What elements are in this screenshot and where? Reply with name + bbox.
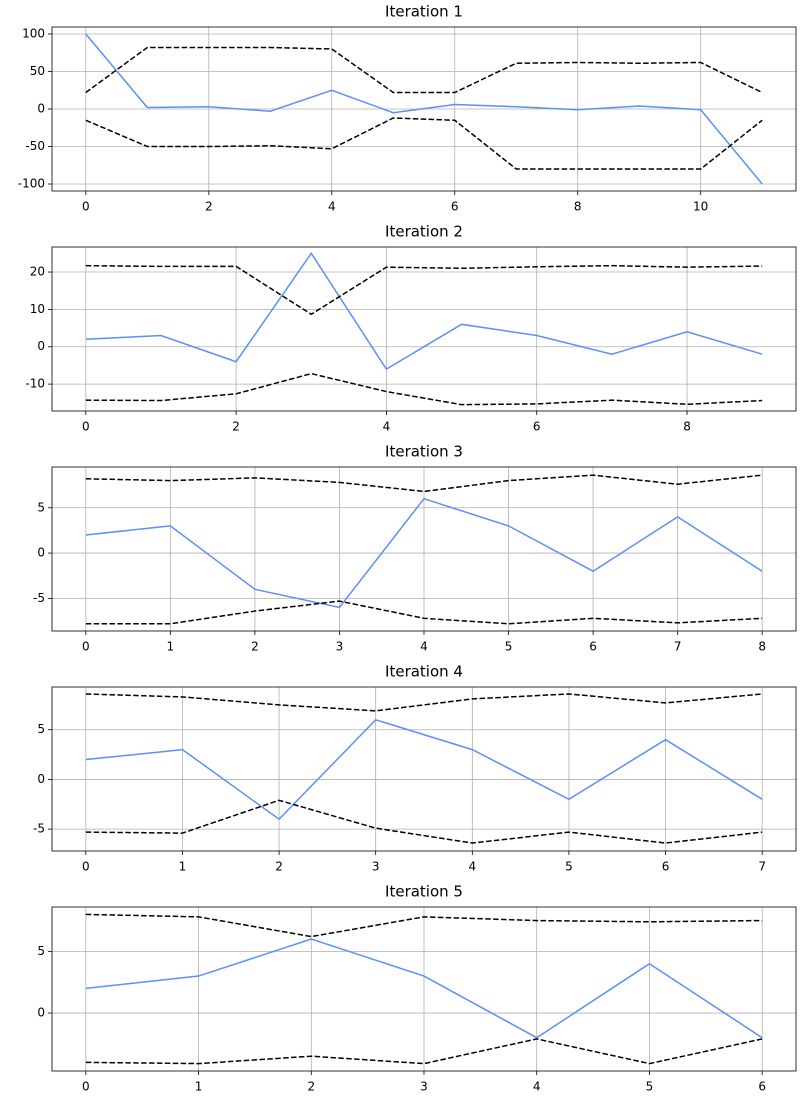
x-tick-label: 0 <box>82 860 90 874</box>
y-tick-label: 0 <box>37 339 45 353</box>
x-tick-label: 0 <box>82 640 90 654</box>
x-tick-label: 4 <box>383 420 391 434</box>
x-tick-label: 8 <box>758 640 766 654</box>
x-tick-label: 4 <box>328 200 336 214</box>
series-line <box>85 33 763 185</box>
series-line <box>85 1038 763 1065</box>
y-tick-label: -10 <box>25 377 45 391</box>
x-tick-label: 4 <box>533 1080 541 1094</box>
x-tick-label: 5 <box>565 860 573 874</box>
y-tick-label: -5 <box>33 822 45 836</box>
subplot: Iteration 2 0 2 4 6 8 -10 0 10 20 <box>25 223 797 434</box>
subplot-title: Iteration 1 <box>385 3 463 21</box>
plot-frame <box>51 246 797 412</box>
x-tick-label: 2 <box>275 860 283 874</box>
x-tick-label: 5 <box>505 640 513 654</box>
series-line <box>85 117 763 170</box>
x-tick-label: 8 <box>574 200 582 214</box>
series-line <box>85 497 763 609</box>
series-line <box>85 252 763 371</box>
y-tick-label: 5 <box>37 722 45 736</box>
x-tick-label: 2 <box>307 1080 315 1094</box>
subplot-title: Iteration 5 <box>385 883 463 901</box>
subplot-title: Iteration 4 <box>385 663 463 681</box>
x-tick-label: 1 <box>195 1080 203 1094</box>
y-tick-label: 5 <box>37 500 45 514</box>
x-tick-label: 10 <box>693 200 708 214</box>
y-tick-label: -5 <box>33 591 45 605</box>
series-line <box>85 264 763 316</box>
subplot: Iteration 4 0 1 2 3 4 5 6 7 -5 0 5 <box>33 663 797 874</box>
y-tick-label: 10 <box>30 302 45 316</box>
x-tick-label: 0 <box>82 200 90 214</box>
x-tick-label: 2 <box>251 640 259 654</box>
x-tick-label: 3 <box>336 640 344 654</box>
series-line <box>85 46 763 94</box>
series-line <box>85 600 763 625</box>
subplot-title: Iteration 3 <box>385 443 463 461</box>
x-tick-label: 6 <box>758 1080 766 1094</box>
subplot: Iteration 1 0 2 4 6 8 10 -100 -50 0 50 100 <box>18 3 797 214</box>
y-tick-label: 0 <box>37 772 45 786</box>
x-tick-label: 3 <box>372 860 380 874</box>
x-tick-label: 1 <box>179 860 187 874</box>
y-tick-label: 100 <box>22 26 45 40</box>
x-tick-label: 4 <box>420 640 428 654</box>
x-tick-label: 6 <box>533 420 541 434</box>
subplot-title: Iteration 2 <box>385 223 463 241</box>
x-tick-label: 5 <box>646 1080 654 1094</box>
x-tick-label: 2 <box>205 200 213 214</box>
series-line <box>85 372 763 406</box>
subplot: Iteration 3 0 1 2 3 4 5 6 7 8 -5 0 5 <box>33 443 797 654</box>
y-tick-label: -50 <box>25 139 45 153</box>
series-line <box>85 799 763 844</box>
series-line <box>85 913 763 938</box>
y-tick-label: 20 <box>30 265 45 279</box>
series-line <box>85 938 763 1039</box>
x-tick-label: 8 <box>683 420 691 434</box>
series-line <box>85 693 763 712</box>
y-tick-label: 0 <box>37 1006 45 1020</box>
series-line <box>85 474 763 493</box>
subplot: Iteration 5 0 1 2 3 4 5 6 0 5 <box>37 883 797 1094</box>
x-tick-label: 7 <box>758 860 766 874</box>
x-tick-label: 2 <box>232 420 240 434</box>
x-tick-label: 6 <box>662 860 670 874</box>
x-tick-label: 1 <box>167 640 175 654</box>
x-tick-label: 0 <box>82 1080 90 1094</box>
series-line <box>85 718 763 821</box>
x-tick-label: 6 <box>451 200 459 214</box>
y-tick-label: 5 <box>37 944 45 958</box>
x-tick-label: 0 <box>82 420 90 434</box>
y-tick-label: -100 <box>18 177 45 191</box>
x-tick-label: 4 <box>468 860 476 874</box>
y-tick-label: 50 <box>30 64 45 78</box>
x-tick-label: 6 <box>589 640 597 654</box>
x-tick-label: 7 <box>674 640 682 654</box>
plot-frame <box>51 26 797 192</box>
plot-frame <box>51 906 797 1072</box>
y-tick-label: 0 <box>37 546 45 560</box>
plot-frame <box>51 686 797 852</box>
y-tick-label: 0 <box>37 102 45 116</box>
plot-frame <box>51 466 797 632</box>
x-tick-label: 3 <box>420 1080 428 1094</box>
